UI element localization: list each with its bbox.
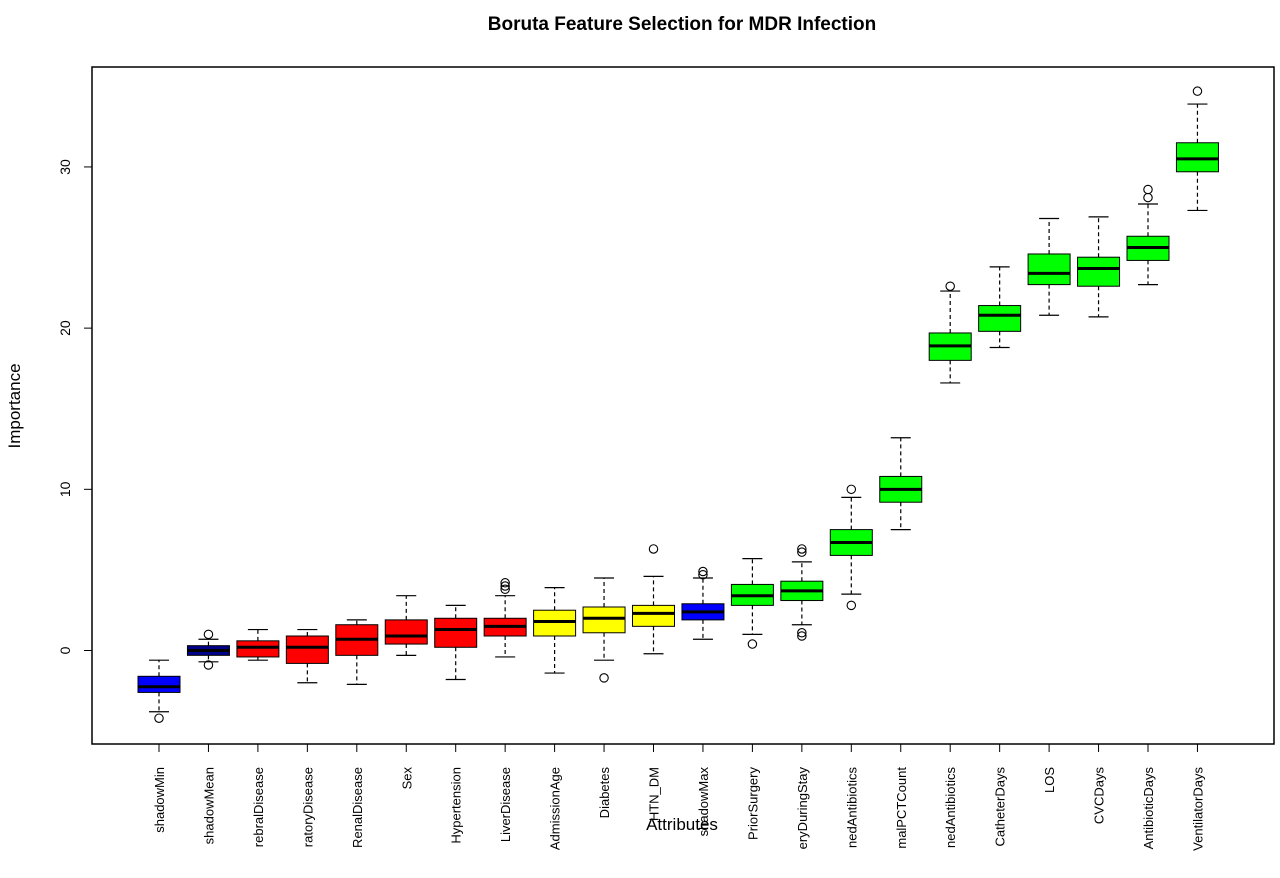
x-tick-label: Sex: [399, 767, 414, 790]
box-LOS: [1027, 217, 1071, 316]
box-nedAntibiotics: [829, 484, 873, 611]
outlier-point: [154, 713, 164, 723]
box-body: [384, 619, 428, 645]
x-tick-label: HTN_DM: [647, 767, 662, 821]
box-body: [137, 675, 181, 693]
box-PriorSurgery: [730, 558, 774, 649]
x-tick-label: CVCDays: [1092, 767, 1107, 825]
x-tick-label: shadowMin: [152, 767, 167, 833]
box-shadowMin: [137, 659, 181, 723]
x-tick-label: shadowMax: [696, 767, 711, 837]
x-tick-label: nedAntibiotics: [943, 767, 958, 848]
box-eryDuringStay: [780, 544, 824, 641]
chart-title: Boruta Feature Selection for MDR Infecti…: [488, 14, 876, 35]
outlier-point: [203, 629, 214, 640]
y-axis-label: Importance: [5, 363, 24, 448]
box-AntibioticDays: [1126, 184, 1170, 286]
x-tick-label: ratoryDisease: [300, 767, 315, 847]
x-tick-label: AntibioticDays: [1141, 767, 1156, 850]
x-axis: shadowMin shadowMean rebralDisease ratoryDi…: [152, 743, 1205, 851]
box-body: [236, 640, 280, 658]
x-tick-label: nedAntibiotics: [844, 767, 859, 848]
outlier-point: [797, 631, 807, 641]
x-tick-label: CatheterDays: [993, 767, 1008, 847]
y-axis: 0 10 20 30: [57, 159, 93, 654]
outlier-point: [698, 569, 708, 580]
outlier-point: [1143, 184, 1153, 195]
x-tick-label: Hypertension: [449, 767, 464, 844]
x-tick-label: malPCTCount: [894, 767, 909, 849]
outlier-point: [846, 600, 857, 611]
x-tick-label: shadowMean: [201, 767, 216, 844]
outlier-point: [846, 484, 857, 495]
x-tick-label: Diabetes: [597, 767, 612, 819]
box-Hypertension: [434, 604, 478, 681]
box-body: [582, 606, 626, 634]
x-tick-label: RenalDisease: [350, 767, 365, 848]
box-Sex: [384, 595, 428, 656]
outlier-point: [500, 578, 510, 588]
outlier-point: [500, 581, 510, 591]
x-tick-label: VentilatorDays: [1190, 767, 1205, 851]
box-body: [1077, 256, 1121, 287]
box-rebralDisease: [236, 628, 280, 661]
box-body: [434, 617, 478, 648]
box-LiverDisease: [483, 578, 527, 658]
box-CatheterDays: [978, 266, 1022, 349]
x-tick-label: AdmissionAge: [548, 767, 563, 850]
x-tick-label: rebralDisease: [251, 767, 266, 847]
outlier-point: [797, 547, 807, 557]
box-nedAntibiotics: [928, 281, 972, 384]
y-tick-label: 30: [57, 159, 73, 175]
box-body: [533, 609, 577, 637]
outlier-point: [599, 673, 609, 683]
outlier-point: [698, 566, 708, 577]
x-tick-label: LiverDisease: [498, 767, 513, 842]
box-CVCDays: [1077, 216, 1121, 318]
x-tick-label: LOS: [1042, 767, 1057, 793]
x-tick-label: eryDuringStay: [795, 767, 810, 850]
outlier-point: [648, 544, 659, 554]
box-body: [1027, 253, 1071, 286]
box-Diabetes: [582, 577, 626, 683]
box-RenalDisease: [335, 619, 379, 685]
box-body: [978, 305, 1022, 332]
y-tick-label: 10: [57, 481, 73, 497]
y-tick-label: 0: [57, 646, 73, 654]
outlier-point: [1143, 192, 1153, 203]
y-tick-label: 20: [57, 320, 73, 336]
box-body: [1175, 142, 1219, 173]
x-tick-label: PriorSurgery: [745, 767, 760, 840]
box-VentilatorDays: [1175, 86, 1219, 212]
box-group: [137, 86, 1219, 723]
outlier-point: [797, 628, 807, 638]
outlier-point: [500, 584, 510, 595]
box-body: [632, 604, 675, 627]
outlier-point: [1192, 86, 1203, 96]
outlier-point: [203, 660, 214, 670]
outlier-point: [945, 281, 955, 291]
box-AdmissionAge: [533, 587, 577, 674]
x-axis-label: Attributes: [646, 815, 718, 834]
box-HTN_DM: [632, 544, 675, 655]
box-shadowMean: [186, 629, 230, 670]
outlier-point: [747, 639, 758, 649]
box-ratoryDisease: [285, 628, 329, 684]
outlier-point: [797, 544, 807, 554]
box-shadowMax: [681, 566, 725, 640]
box-body: [285, 635, 329, 664]
box-malPCTCount: [879, 437, 923, 531]
